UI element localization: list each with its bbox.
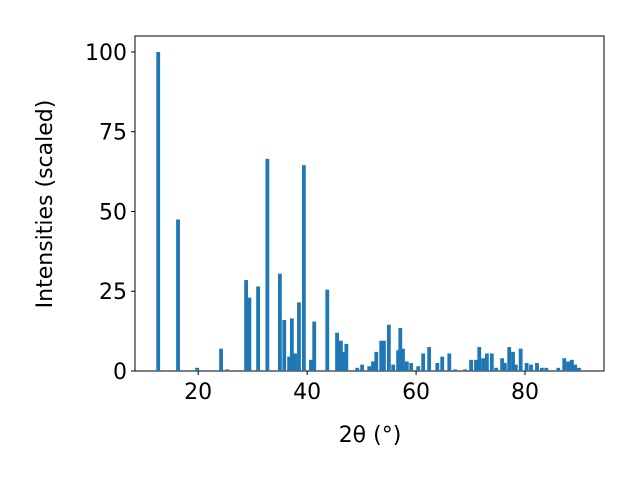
bar [544,367,549,371]
bar [293,353,298,371]
bar [325,289,330,371]
bar [435,363,440,371]
bar [297,302,301,371]
bar [341,351,345,371]
plot-frame [134,35,605,372]
bar [355,367,360,371]
bar [386,324,391,371]
y-axis-label: Intensities (scaled) [33,100,58,309]
bar [518,348,523,371]
y-tick-label: 75 [99,121,127,146]
bar [391,364,396,371]
bar [409,363,414,371]
y-tick-label: 25 [99,280,127,305]
x-tick-label: 60 [402,380,430,405]
bar [396,350,401,371]
bar [416,366,421,371]
bar [156,51,161,371]
bar [440,356,445,371]
bar [484,353,489,371]
bar [247,297,252,371]
y-tick-label: 50 [99,200,127,225]
bar [282,319,287,371]
bar [427,347,432,371]
bar [489,353,494,371]
bar [338,340,343,371]
bar [382,340,386,371]
bar [287,356,292,371]
y-tick-label: 0 [113,360,127,385]
bar [312,321,317,371]
bar [539,367,544,371]
bar [453,369,458,371]
bar [289,318,294,371]
x-tick-label: 20 [184,380,212,405]
bar [556,367,561,371]
bar [524,363,529,371]
bar [569,359,574,371]
bar [447,353,452,371]
bar [301,165,306,371]
bar [371,361,375,371]
x-axis-label: 2θ (°) [339,423,402,448]
bar [562,358,567,371]
bar [265,158,270,371]
bar [195,367,200,371]
bar [244,280,249,371]
bar [421,353,426,371]
bar [401,348,405,371]
bar [469,359,473,371]
bar [219,348,223,371]
bar [463,369,468,371]
bar [535,363,539,371]
bar [379,340,384,371]
bar [481,358,485,371]
bar [398,327,403,371]
bar [474,359,478,371]
bar [511,351,515,371]
bar [277,273,282,371]
bar [374,351,379,371]
y-tick-label: 100 [85,41,127,66]
bar [360,364,365,371]
bar [477,347,482,371]
x-tick-label: 80 [511,380,539,405]
bar [344,343,349,371]
bar [225,369,229,371]
bar [309,359,313,371]
bar [256,286,261,371]
bar [335,332,339,371]
bar [529,364,533,371]
bar [500,358,505,371]
bar [566,361,570,371]
bar [502,363,507,371]
bar [494,367,499,371]
bar [573,364,578,371]
bar [367,366,372,371]
bar [577,367,581,371]
bar [507,347,512,371]
bar [404,361,409,371]
bar [176,219,180,371]
x-tick-label: 40 [293,380,321,405]
bar [513,364,518,371]
